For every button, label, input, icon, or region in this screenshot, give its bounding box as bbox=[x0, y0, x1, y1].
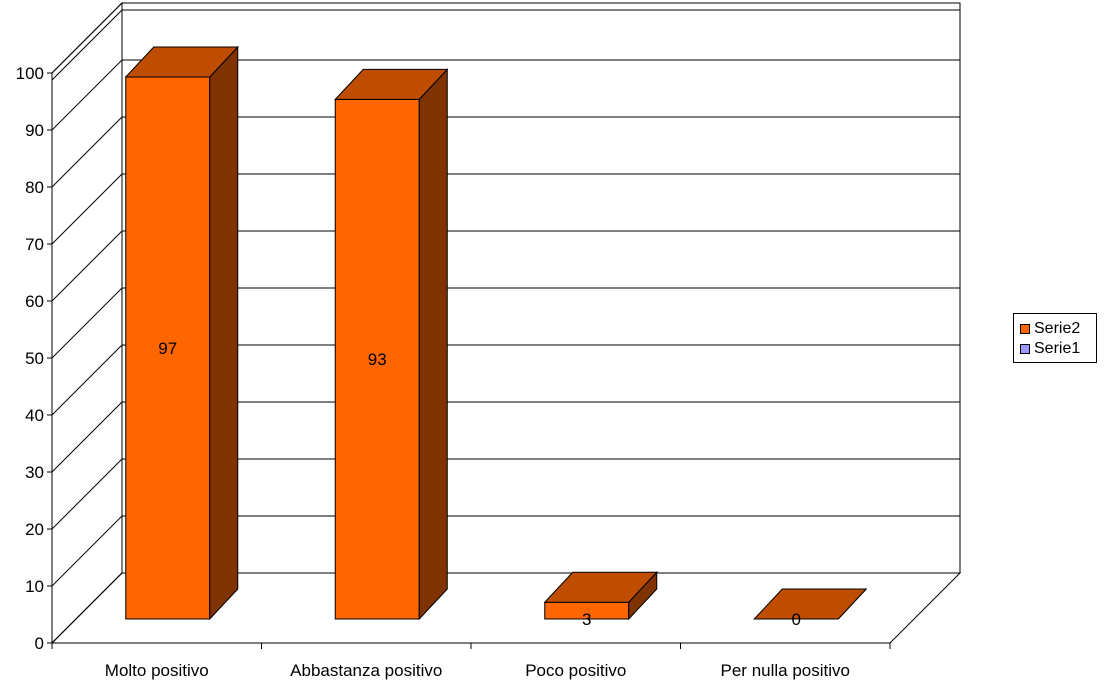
bar-side-molto-positivo bbox=[209, 45, 239, 621]
side-gridline-70 bbox=[51, 173, 123, 245]
side-gridline-50 bbox=[51, 287, 123, 359]
bar-front-molto-positivo bbox=[125, 76, 211, 620]
side-gridline-30 bbox=[51, 401, 123, 473]
bar-top-poco-positivo bbox=[543, 571, 658, 603]
legend-item-serie2: Serie2 bbox=[1020, 320, 1080, 338]
y-tick-label-40: 40 bbox=[25, 406, 44, 425]
bar-top-molto-positivo bbox=[124, 46, 239, 78]
bar-top-abbastanza-positivo bbox=[334, 68, 449, 100]
side-gridline-90 bbox=[51, 59, 123, 131]
x-tick-label-abbastanza-positivo: Abbastanza positivo bbox=[290, 661, 442, 680]
bar-molto-positivo bbox=[124, 45, 239, 621]
side-gridline-100 bbox=[51, 2, 123, 74]
x-tick-label-poco-positivo: Poco positivo bbox=[525, 661, 626, 680]
side-gridline-80 bbox=[51, 116, 123, 188]
y-tick-label-80: 80 bbox=[25, 178, 44, 197]
bar-top-per-nulla-positivo bbox=[753, 588, 868, 620]
bars bbox=[124, 45, 868, 621]
side-gridline-40 bbox=[51, 344, 123, 416]
y-tick-label-30: 30 bbox=[25, 463, 44, 482]
side-gridline-20 bbox=[51, 458, 123, 530]
y-tick-label-10: 10 bbox=[25, 577, 44, 596]
legend-swatch-serie1 bbox=[1020, 344, 1030, 354]
data-label-poco-positivo: 3 bbox=[582, 610, 591, 629]
bar-front-abbastanza-positivo bbox=[334, 98, 420, 620]
legend-label-serie1: Serie1 bbox=[1034, 340, 1081, 357]
side-gridline-60 bbox=[51, 230, 123, 302]
x-tick-label-per-nulla-positivo: Per nulla positivo bbox=[721, 661, 850, 680]
y-tick-label-20: 20 bbox=[25, 520, 44, 539]
side-gridline-10 bbox=[51, 515, 123, 587]
y-tick-label-70: 70 bbox=[25, 235, 44, 254]
x-tick-label-molto-positivo: Molto positivo bbox=[105, 661, 209, 680]
legend-label-serie2: Serie2 bbox=[1034, 320, 1081, 337]
y-tick-label-90: 90 bbox=[25, 121, 44, 140]
side-gridline-0 bbox=[51, 572, 123, 644]
bar-side-abbastanza-positivo bbox=[418, 68, 448, 621]
bar-per-nulla-positivo bbox=[753, 588, 868, 620]
axes bbox=[47, 72, 891, 649]
bar-poco-positivo bbox=[543, 570, 658, 621]
y-tick-label-50: 50 bbox=[25, 349, 44, 368]
data-label-per-nulla-positivo: 0 bbox=[792, 610, 801, 629]
legend-item-serie1: Serie1 bbox=[1020, 340, 1080, 358]
y-tick-label-100: 100 bbox=[16, 64, 44, 83]
data-label-abbastanza-positivo: 93 bbox=[368, 350, 387, 369]
legend-swatch-serie2 bbox=[1020, 324, 1030, 334]
y-tick-label-0: 0 bbox=[35, 634, 44, 653]
y-tick-label-60: 60 bbox=[25, 292, 44, 311]
gridlines bbox=[51, 2, 960, 644]
data-label-molto-positivo: 97 bbox=[158, 339, 177, 358]
bar-abbastanza-positivo bbox=[334, 68, 449, 621]
legend: Serie2 Serie1 bbox=[1013, 313, 1097, 363]
